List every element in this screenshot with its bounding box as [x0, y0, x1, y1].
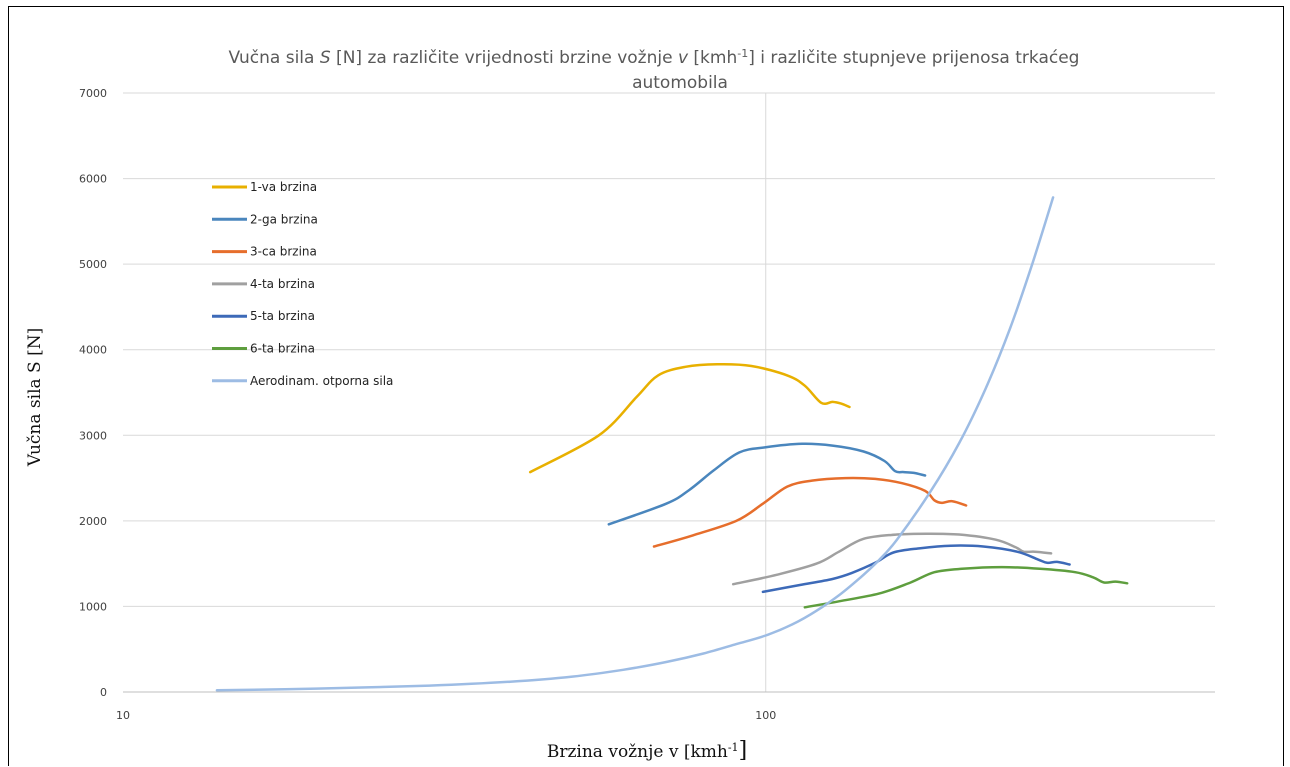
y-tick-label: 1000 [79, 600, 107, 613]
series-line-3 [652, 476, 968, 548]
x-tick-label: 10 [116, 709, 130, 722]
y-tick-label: 5000 [79, 258, 107, 271]
y-tick-label: 0 [100, 686, 107, 699]
grid [123, 92, 1215, 692]
legend: 1-va brzina 2-ga brzina 3-ca brzina 4-ta br… [212, 180, 393, 388]
legend-label-7: Aerodinam. otporna sila [250, 374, 393, 388]
series-line-2 [607, 442, 927, 526]
y-axis-label: Vučna sila S [N] [25, 328, 45, 467]
legend-label-1: 1-va brzina [250, 180, 317, 194]
chart-frame: 0 1000 2000 3000 4000 5000 6000 7000 10 100 Vučna… [8, 6, 1284, 766]
chart-title-line2: automobila [632, 73, 728, 93]
series-group [215, 196, 1129, 692]
x-tick-label: 100 [755, 709, 776, 722]
y-tick-label: 3000 [79, 429, 107, 442]
axes: 0 1000 2000 3000 4000 5000 6000 7000 10 100 [79, 87, 1215, 722]
chart-svg: 0 1000 2000 3000 4000 5000 6000 7000 10 100 Vučna… [25, 47, 1215, 763]
series-line-1 [528, 362, 851, 474]
legend-label-6: 6-ta brzina [250, 342, 315, 356]
chart-title-line1: Vučna sila S [N] za različite vrijednost… [229, 47, 1080, 69]
x-axis-label: Brzina vožnje v [kmh-1] [547, 738, 747, 763]
series-line-6 [803, 565, 1129, 609]
legend-label-3: 3-ca brzina [250, 245, 317, 259]
y-tick-label: 2000 [79, 515, 107, 528]
series-line-7 [215, 196, 1055, 692]
series-line-5 [761, 544, 1071, 594]
series-line-4 [731, 532, 1053, 586]
y-tick-label: 7000 [79, 87, 107, 100]
legend-label-2: 2-ga brzina [250, 212, 318, 226]
legend-label-4: 4-ta brzina [250, 277, 315, 291]
y-tick-label: 6000 [79, 173, 107, 186]
legend-label-5: 5-ta brzina [250, 309, 315, 323]
y-tick-label: 4000 [79, 344, 107, 357]
